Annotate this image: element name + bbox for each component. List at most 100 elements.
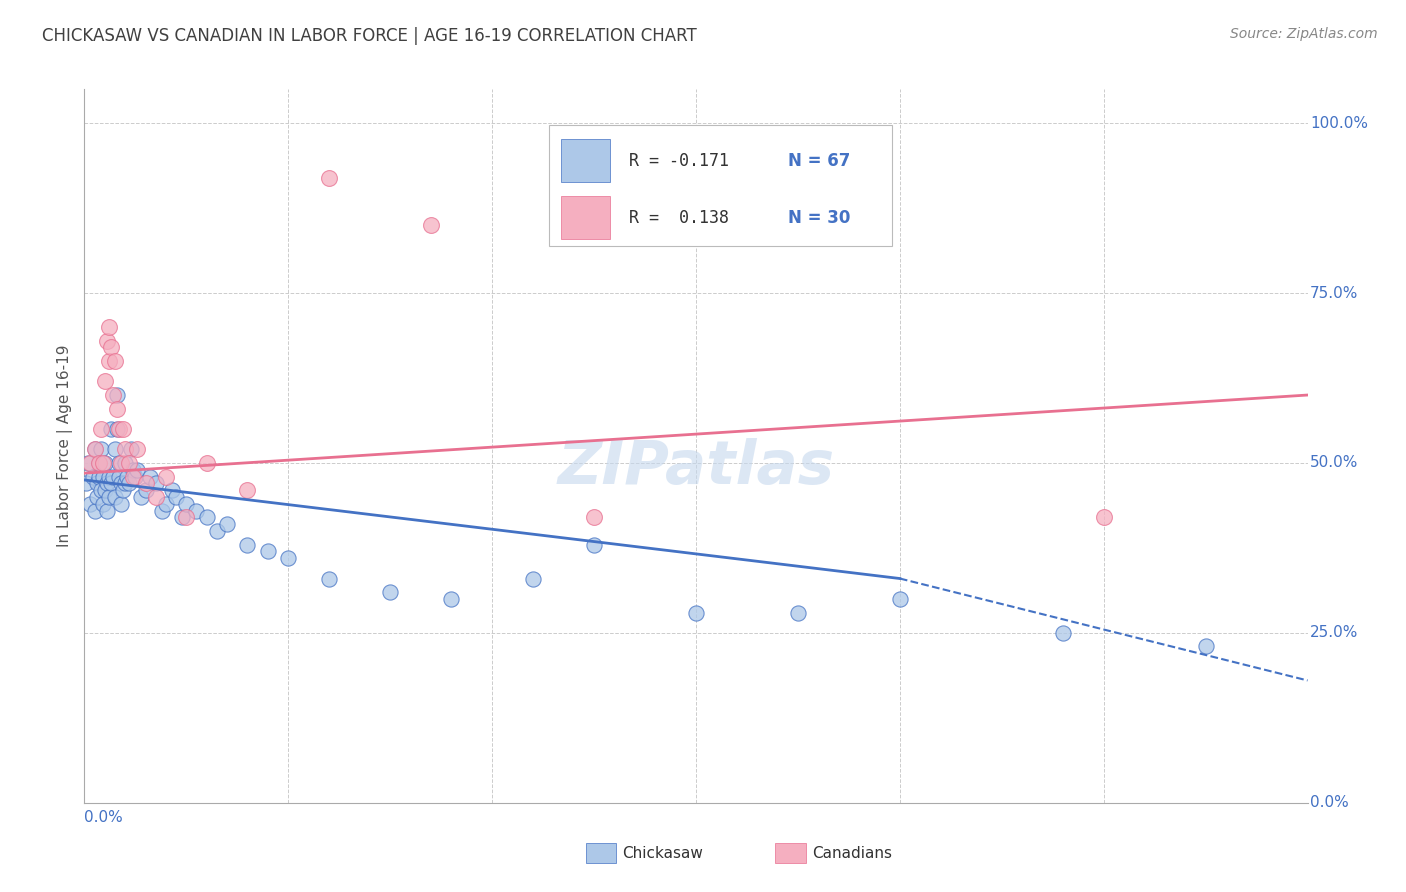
- Point: [257, 544, 280, 558]
- Point: [174, 510, 197, 524]
- Point: [75, 476, 97, 491]
- Point: [582, 537, 605, 551]
- Point: [112, 422, 135, 436]
- Point: [277, 551, 299, 566]
- Text: Canadians: Canadians: [813, 846, 893, 861]
- Point: [205, 524, 228, 538]
- Point: [101, 388, 124, 402]
- Point: [104, 490, 127, 504]
- Point: [186, 503, 208, 517]
- Point: [96, 476, 118, 491]
- Point: [77, 456, 100, 470]
- Point: [110, 476, 132, 491]
- Point: [318, 572, 340, 586]
- Point: [101, 469, 124, 483]
- Point: [96, 503, 118, 517]
- Point: [195, 510, 218, 524]
- Point: [93, 456, 115, 470]
- Point: [90, 442, 112, 457]
- Point: [172, 510, 194, 524]
- Point: [105, 401, 128, 416]
- Point: [124, 469, 146, 483]
- Point: [83, 442, 105, 457]
- Point: [522, 572, 544, 586]
- Point: [236, 483, 259, 498]
- Point: [91, 469, 114, 483]
- Text: Chickasaw: Chickasaw: [623, 846, 703, 861]
- Point: [91, 497, 114, 511]
- Point: [100, 422, 122, 436]
- Point: [97, 320, 120, 334]
- Point: [114, 456, 136, 470]
- Point: [86, 490, 108, 504]
- Point: [91, 456, 114, 470]
- Point: [582, 510, 605, 524]
- Point: [87, 456, 110, 470]
- Point: [195, 456, 218, 470]
- Text: N = 67: N = 67: [787, 152, 851, 169]
- Point: [440, 591, 463, 606]
- Text: 0.0%: 0.0%: [84, 810, 124, 825]
- Text: 50.0%: 50.0%: [1310, 456, 1358, 470]
- Text: CHICKASAW VS CANADIAN IN LABOR FORCE | AGE 16-19 CORRELATION CHART: CHICKASAW VS CANADIAN IN LABOR FORCE | A…: [42, 27, 697, 45]
- Point: [83, 442, 105, 457]
- Point: [114, 442, 136, 457]
- Point: [105, 422, 128, 436]
- Point: [115, 469, 138, 483]
- Point: [318, 170, 340, 185]
- Point: [104, 442, 127, 457]
- Point: [155, 497, 177, 511]
- Text: Source: ZipAtlas.com: Source: ZipAtlas.com: [1230, 27, 1378, 41]
- Point: [120, 442, 142, 457]
- Point: [110, 456, 132, 470]
- Point: [145, 490, 167, 504]
- Point: [118, 476, 141, 491]
- Point: [90, 483, 112, 498]
- Point: [160, 483, 183, 498]
- Point: [114, 476, 136, 491]
- Point: [1052, 626, 1074, 640]
- Point: [145, 476, 167, 491]
- Text: 100.0%: 100.0%: [1310, 116, 1368, 131]
- Point: [93, 483, 115, 498]
- Point: [112, 483, 135, 498]
- Point: [122, 469, 145, 483]
- Point: [685, 606, 707, 620]
- Point: [131, 490, 153, 504]
- Point: [420, 218, 443, 232]
- Point: [86, 476, 108, 491]
- Bar: [586, 844, 616, 863]
- Point: [87, 456, 110, 470]
- Point: [165, 490, 187, 504]
- Text: 0.0%: 0.0%: [1310, 796, 1348, 810]
- Point: [236, 537, 259, 551]
- Text: 75.0%: 75.0%: [1310, 285, 1358, 301]
- Point: [155, 469, 177, 483]
- Point: [150, 503, 173, 517]
- Point: [135, 476, 157, 491]
- Point: [380, 585, 402, 599]
- Point: [138, 469, 160, 483]
- Point: [100, 341, 122, 355]
- Text: N = 30: N = 30: [787, 209, 851, 227]
- FancyBboxPatch shape: [550, 125, 891, 246]
- Point: [87, 469, 110, 483]
- Point: [96, 334, 118, 348]
- Point: [104, 354, 127, 368]
- Text: ZIPatlas: ZIPatlas: [557, 438, 835, 497]
- Point: [108, 469, 131, 483]
- Bar: [561, 196, 610, 239]
- Point: [174, 497, 197, 511]
- Point: [217, 517, 239, 532]
- Point: [90, 422, 112, 436]
- Point: [1195, 640, 1218, 654]
- Point: [79, 456, 101, 470]
- Text: 25.0%: 25.0%: [1310, 625, 1358, 640]
- Point: [122, 463, 145, 477]
- Bar: [776, 844, 806, 863]
- Point: [97, 469, 120, 483]
- Point: [100, 476, 122, 491]
- Point: [108, 422, 131, 436]
- Bar: [561, 139, 610, 182]
- Point: [889, 591, 911, 606]
